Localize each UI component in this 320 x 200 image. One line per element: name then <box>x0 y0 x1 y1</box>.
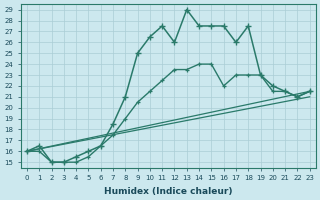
X-axis label: Humidex (Indice chaleur): Humidex (Indice chaleur) <box>104 187 233 196</box>
